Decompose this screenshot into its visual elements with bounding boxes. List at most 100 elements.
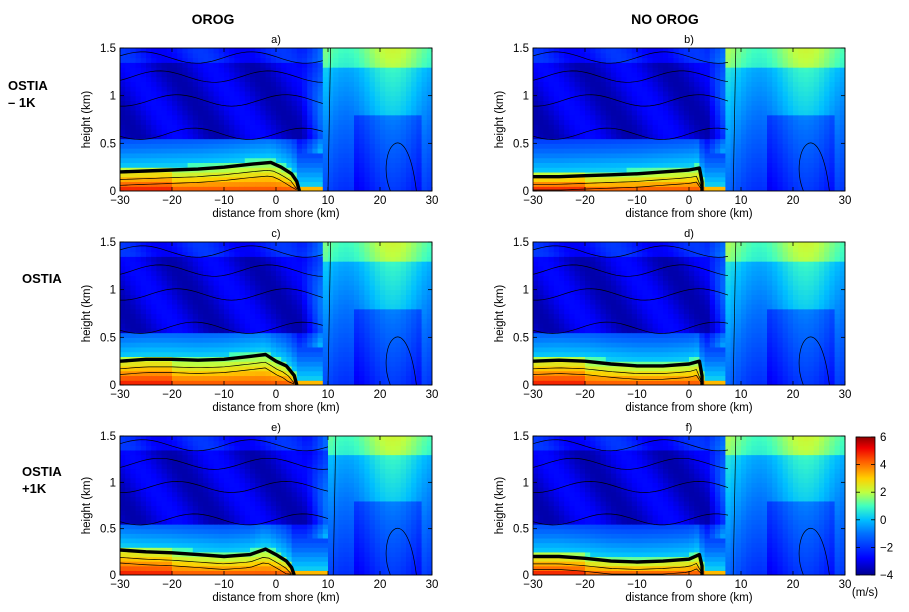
column-title-orog: OROG — [192, 11, 235, 27]
x-tick-label: −30 — [523, 389, 543, 401]
y-tick-label: 1.5 — [513, 237, 529, 249]
x-tick-label: −10 — [214, 389, 234, 401]
x-tick-label: 0 — [686, 195, 692, 207]
panel-c: −30 −20 −10 0 10 20 30 0 0.5 1 1.5 c) distance from … — [81, 228, 438, 414]
y-tick-label: 0.5 — [513, 524, 529, 536]
contour-lines — [533, 436, 830, 575]
x-tick-label: 10 — [735, 579, 748, 591]
row-title-plus1k-line2: +1K — [22, 481, 47, 496]
x-tick-label: 30 — [839, 579, 852, 591]
x-tick-label: 30 — [426, 195, 439, 207]
x-tick-label: −30 — [110, 579, 130, 591]
contour-lines — [120, 48, 417, 191]
thick-contour — [533, 166, 704, 191]
y-axis-label: height (km) — [81, 285, 93, 343]
x-tick-label: 10 — [735, 389, 748, 401]
panel-b: −30 −20 −10 0 10 20 30 0 0.5 1 1.5 b) distance from … — [494, 34, 851, 220]
y-tick-label: 1 — [523, 477, 529, 489]
wind-field — [120, 436, 432, 575]
x-axis-label: distance from shore (km) — [212, 402, 339, 414]
x-tick-label: 0 — [686, 579, 692, 591]
y-tick-label: 1.5 — [513, 431, 529, 443]
panel-label: c) — [271, 228, 280, 240]
x-tick-label: −30 — [523, 195, 543, 207]
thick-contour — [120, 160, 302, 191]
thick-contour — [533, 552, 704, 575]
y-tick-label: 1.5 — [513, 43, 529, 55]
x-axis-label: distance from shore (km) — [625, 402, 752, 414]
x-tick-label: −10 — [627, 195, 647, 207]
colorbar-tick-label: −4 — [880, 570, 894, 582]
panel-label: e) — [271, 422, 281, 434]
x-tick-label: 20 — [374, 579, 387, 591]
colorbar-gradient — [855, 436, 876, 576]
x-tick-label: −10 — [214, 195, 234, 207]
row-title-minus1k-line1: OSTIA — [8, 78, 48, 93]
y-tick-label: 1 — [110, 91, 116, 103]
x-tick-label: −30 — [110, 389, 130, 401]
y-tick-label: 1 — [110, 477, 116, 489]
y-tick-label: 0 — [110, 380, 116, 392]
y-axis-label: height (km) — [81, 91, 93, 149]
y-tick-label: 0 — [110, 570, 116, 582]
wind-field — [533, 48, 845, 191]
x-tick-label: −20 — [575, 195, 595, 207]
y-tick-label: 0 — [523, 186, 529, 198]
x-tick-label: 0 — [273, 389, 279, 401]
contour-lines — [120, 436, 417, 575]
thick-contour — [533, 358, 704, 385]
x-tick-label: 20 — [374, 195, 387, 207]
y-tick-label: 1.5 — [100, 237, 116, 249]
y-axis-label: height (km) — [81, 477, 93, 535]
y-tick-label: 1 — [523, 91, 529, 103]
x-tick-label: 0 — [686, 389, 692, 401]
wind-field — [120, 242, 432, 385]
y-tick-label: 1 — [523, 285, 529, 297]
colorbar: 6 4 2 0 −2 −4 (m/s) — [852, 432, 894, 599]
y-axis-label: height (km) — [494, 477, 506, 535]
panel-label: f) — [686, 422, 693, 434]
x-axis-label: distance from shore (km) — [212, 592, 339, 604]
x-tick-label: −10 — [627, 579, 647, 591]
x-tick-label: −10 — [627, 389, 647, 401]
y-tick-label: 0.5 — [513, 332, 529, 344]
x-tick-label: −10 — [214, 579, 234, 591]
x-tick-label: 10 — [322, 389, 335, 401]
thick-contour — [120, 352, 299, 385]
y-tick-label: 0.5 — [100, 138, 116, 150]
x-tick-label: −20 — [575, 579, 595, 591]
x-tick-label: −20 — [162, 389, 182, 401]
wind-field — [533, 242, 845, 385]
x-tick-label: −30 — [110, 195, 130, 207]
x-tick-label: 30 — [426, 579, 439, 591]
x-axis-label: distance from shore (km) — [212, 208, 339, 220]
x-tick-label: 30 — [839, 195, 852, 207]
column-title-no-orog: NO OROG — [631, 11, 699, 27]
panel-e: −30 −20 −10 0 10 20 30 0 0.5 1 1.5 e) distance from … — [81, 422, 438, 604]
x-tick-label: 20 — [787, 195, 800, 207]
colorbar-tick-label: 2 — [880, 487, 886, 499]
contour-lines — [533, 242, 830, 385]
x-tick-label: 30 — [839, 389, 852, 401]
y-tick-label: 0 — [523, 570, 529, 582]
x-tick-label: 20 — [787, 579, 800, 591]
y-tick-label: 0.5 — [100, 524, 116, 536]
y-tick-label: 0.5 — [513, 138, 529, 150]
colorbar-tick-label: 6 — [880, 432, 886, 444]
colorbar-unit: (m/s) — [852, 587, 878, 599]
row-title-ostia: OSTIA — [22, 271, 62, 286]
wind-field — [533, 436, 845, 575]
y-tick-label: 1 — [110, 285, 116, 297]
x-tick-label: 0 — [273, 579, 279, 591]
contour-lines — [533, 48, 830, 191]
x-tick-label: 10 — [322, 195, 335, 207]
y-tick-label: 1.5 — [100, 43, 116, 55]
panel-a: −30 −20 −10 0 10 20 30 0 0.5 1 1.5 a) distance from … — [81, 34, 438, 220]
colorbar-tick-label: 0 — [880, 515, 886, 527]
x-tick-label: −30 — [523, 579, 543, 591]
panel-label: a) — [271, 34, 281, 46]
colorbar-tick-label: −2 — [880, 542, 893, 554]
colorbar-tick-label: 4 — [880, 460, 887, 472]
